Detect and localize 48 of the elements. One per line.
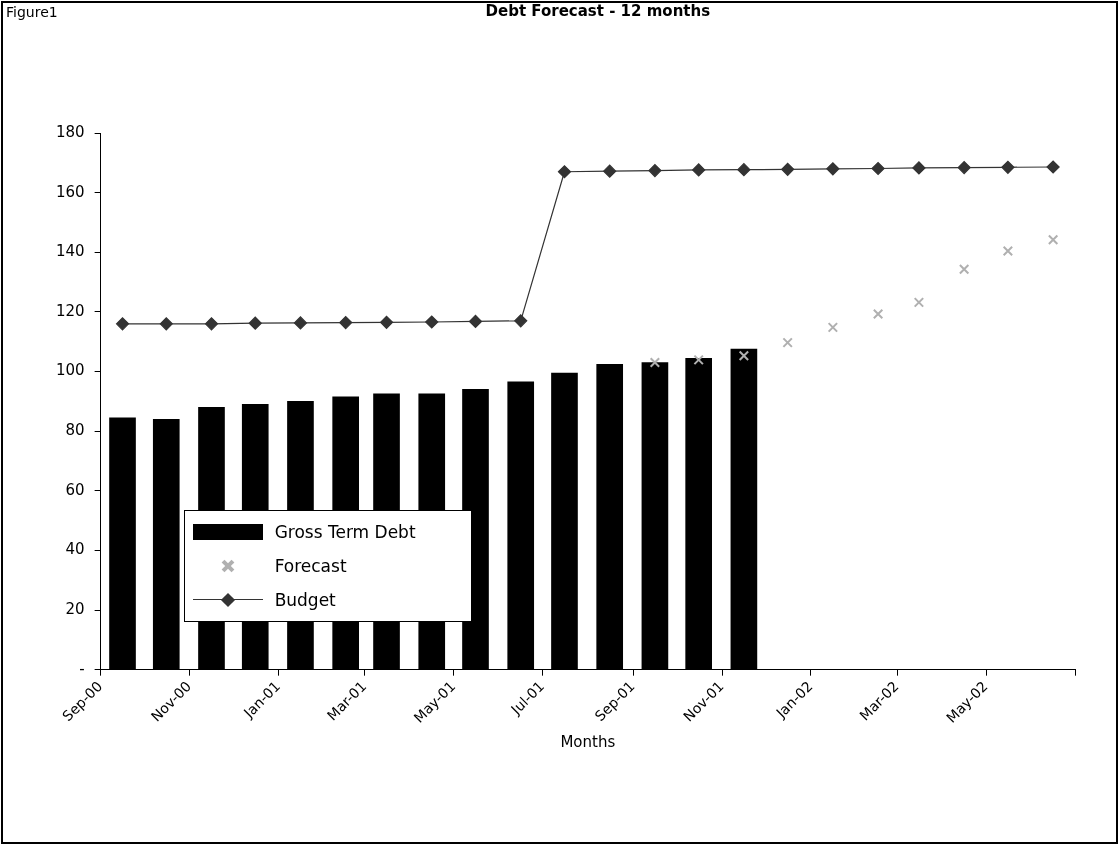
point	[293, 316, 308, 330]
point	[958, 264, 970, 275]
point	[781, 162, 795, 176]
y-tick-label: 40	[65, 540, 85, 559]
legend-label: Gross Term Debt	[274, 521, 416, 542]
point	[1047, 234, 1059, 245]
point	[913, 297, 925, 308]
point	[514, 314, 528, 328]
point	[738, 350, 750, 361]
point	[692, 163, 706, 177]
y-tick-label: 20	[65, 599, 85, 618]
point	[204, 317, 219, 331]
point	[159, 317, 173, 331]
point	[957, 160, 971, 175]
caption: Figure1	[6, 3, 58, 20]
point	[782, 337, 793, 348]
chart-title: Debt Forecast - 12 months	[485, 1, 711, 20]
y-tick-label: -	[79, 659, 85, 678]
point	[1046, 160, 1060, 174]
point	[648, 163, 662, 178]
point	[872, 308, 884, 320]
y-tick-label: 180	[55, 122, 85, 141]
y-tick-label: 60	[65, 480, 85, 499]
point	[912, 161, 926, 175]
point	[693, 354, 704, 366]
point	[425, 315, 439, 329]
point	[737, 163, 751, 177]
point	[339, 316, 353, 330]
y-tick-label: 140	[55, 242, 85, 261]
legend-label: Forecast	[274, 555, 347, 576]
point	[379, 315, 394, 329]
legend-label: Budget	[274, 589, 336, 610]
point	[871, 161, 885, 176]
point	[1001, 160, 1015, 174]
x-axis-title: Months	[560, 732, 616, 751]
point	[603, 164, 617, 178]
point	[826, 162, 840, 176]
y-tick-label: 100	[55, 361, 85, 380]
y-tick-label: 80	[65, 421, 85, 440]
y-tick-label: 120	[55, 301, 85, 320]
point	[827, 322, 839, 333]
point	[557, 165, 572, 179]
point	[468, 314, 483, 329]
point	[649, 357, 661, 368]
y-tick-label: 160	[55, 182, 85, 201]
point	[115, 317, 130, 331]
point	[1002, 245, 1014, 257]
point	[248, 316, 262, 330]
